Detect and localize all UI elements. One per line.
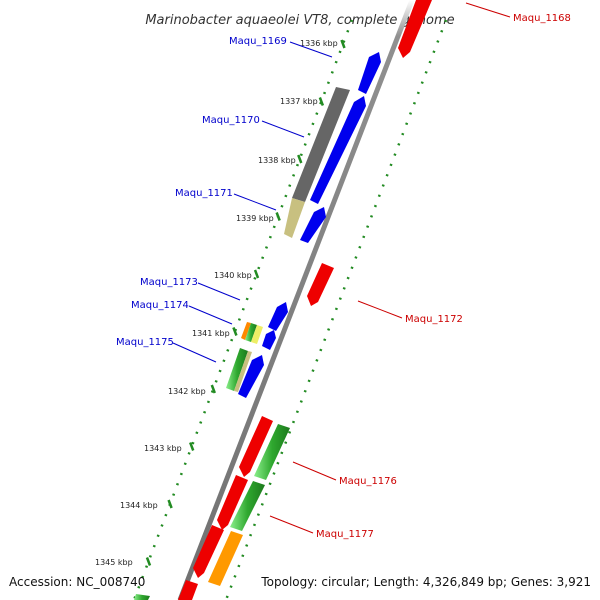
tick-mark [210, 384, 216, 394]
orange-gene[interactable] [208, 531, 243, 586]
gene-maqu-1177[interactable] [217, 475, 248, 530]
gene-red-lower[interactable] [193, 525, 224, 578]
label-maqu-1168[interactable]: Maqu_1168 [513, 13, 571, 24]
gene-maqu-1173[interactable] [268, 302, 288, 331]
leader-maqu-1169 [289, 41, 333, 58]
tick-label: 1342 kbp [168, 387, 206, 396]
tick-label: 1340 kbp [214, 271, 252, 280]
tick-label: 1339 kbp [236, 214, 274, 223]
map-title: Marinobacter aquaeolei VT8, complete gen… [145, 13, 454, 28]
accession-text: Accession: NC_008740 [9, 575, 145, 589]
tick-label: 1344 kbp [120, 501, 158, 510]
leader-lines [172, 2, 511, 534]
label-maqu-1172[interactable]: Maqu_1172 [405, 314, 463, 325]
tick-mark [167, 499, 173, 509]
small-feature-orange [241, 322, 251, 340]
small-feature-green-2 [226, 348, 248, 391]
label-maqu-1174[interactable]: Maqu_1174 [131, 300, 189, 311]
gene-maqu-1168[interactable] [398, 0, 432, 58]
tick-labels: 1336 kbp 1337 kbp 1338 kbp 1339 kbp 1340… [95, 39, 338, 567]
gene-maqu-1171[interactable] [300, 207, 326, 243]
label-maqu-1176[interactable]: Maqu_1176 [339, 476, 397, 487]
tick-label: 1345 kbp [95, 558, 133, 567]
gene-maqu-1169[interactable] [358, 52, 381, 94]
gene-maqu-1172[interactable] [307, 263, 334, 306]
small-feature-green [245, 323, 257, 342]
tick-label: 1337 kbp [280, 97, 318, 106]
gene-maqu-1170[interactable] [310, 96, 366, 204]
gray-feature [292, 87, 350, 202]
gene-maqu-1174[interactable] [262, 330, 276, 350]
outer-genes [134, 424, 290, 600]
label-maqu-1169[interactable]: Maqu_1169 [229, 36, 287, 47]
small-feature-yellow [251, 325, 263, 344]
gene-maqu-1176[interactable] [239, 416, 273, 477]
tick-label: 1336 kbp [300, 39, 338, 48]
gene-red-bottom[interactable] [178, 580, 198, 600]
leader-maqu-1173 [197, 282, 241, 301]
scale-track-inner [132, 19, 354, 600]
gene-maqu-1175[interactable] [238, 355, 264, 398]
tick-mark [297, 154, 303, 164]
label-maqu-1175[interactable]: Maqu_1175 [116, 337, 174, 348]
leader-maqu-1172 [357, 300, 403, 319]
reverse-genes [178, 0, 432, 600]
leader-maqu-1177 [269, 515, 314, 534]
label-maqu-1171[interactable]: Maqu_1171 [175, 188, 233, 199]
topology-text: Topology: circular; Length: 4,326,849 bp… [260, 575, 591, 589]
tick-mark [275, 212, 281, 221]
gene-labels: Maqu_1168 Maqu_1169 Maqu_1170 Maqu_1171 … [116, 13, 571, 540]
leader-maqu-1175 [172, 342, 217, 363]
green-gene-bottom[interactable] [134, 594, 150, 600]
khaki-feature [284, 198, 305, 238]
forward-genes [238, 52, 381, 398]
label-maqu-1170[interactable]: Maqu_1170 [202, 115, 260, 126]
tick-label: 1338 kbp [258, 156, 296, 165]
leader-maqu-1168 [465, 2, 511, 18]
tick-mark [189, 442, 195, 451]
genome-backbone [177, 0, 415, 600]
label-maqu-1173[interactable]: Maqu_1173 [140, 277, 198, 288]
label-maqu-1177[interactable]: Maqu_1177 [316, 529, 374, 540]
leader-maqu-1171 [233, 193, 277, 211]
leader-maqu-1170 [261, 120, 305, 138]
tick-mark [340, 39, 346, 49]
tick-mark [318, 97, 325, 106]
tick-marks [145, 39, 346, 566]
leader-maqu-1174 [188, 305, 233, 325]
green-gene-1[interactable] [254, 424, 290, 480]
small-features [226, 322, 263, 392]
small-feature-khaki [234, 351, 252, 392]
tick-mark [253, 269, 260, 279]
tick-label: 1343 kbp [144, 444, 182, 453]
green-gene-2[interactable] [230, 481, 265, 531]
leader-maqu-1176 [292, 461, 337, 481]
tick-mark [145, 557, 152, 566]
tick-label: 1341 kbp [192, 329, 230, 338]
tick-mark [232, 327, 238, 336]
